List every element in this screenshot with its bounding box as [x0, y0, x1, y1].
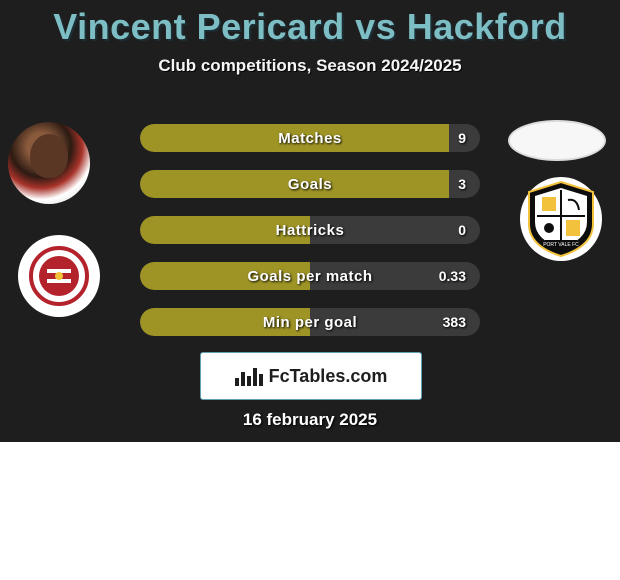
club-crest-left: [18, 235, 100, 317]
stat-bar-row: Hattricks0: [140, 216, 480, 244]
stat-bar-value: 0.33: [439, 262, 466, 290]
stat-bar-label: Hattricks: [140, 216, 480, 244]
stat-bar-value: 3: [458, 170, 466, 198]
stat-bar-row: Goals3: [140, 170, 480, 198]
swindon-crest-icon: [29, 246, 89, 306]
stat-bar-label: Matches: [140, 124, 480, 152]
stat-bar-row: Goals per match0.33: [140, 262, 480, 290]
player-photo-left: [8, 122, 90, 204]
stat-bar-value: 383: [443, 308, 466, 336]
page-title: Vincent Pericard vs Hackford: [0, 0, 620, 48]
stat-bar-row: Min per goal383: [140, 308, 480, 336]
date-line: 16 february 2025: [0, 410, 620, 430]
stat-bar-row: Matches9: [140, 124, 480, 152]
comparison-panel: Vincent Pericard vs Hackford Club compet…: [0, 0, 620, 442]
stat-bars: Matches9Goals3Hattricks0Goals per match0…: [140, 124, 480, 354]
bars-chart-icon: [235, 366, 263, 386]
port-vale-crest-icon: PORT VALE FC: [525, 180, 597, 258]
stat-bar-value: 9: [458, 124, 466, 152]
stat-bar-label: Min per goal: [140, 308, 480, 336]
svg-text:PORT VALE FC: PORT VALE FC: [543, 242, 579, 248]
page-subtitle: Club competitions, Season 2024/2025: [0, 56, 620, 76]
stat-bar-value: 0: [458, 216, 466, 244]
stat-bar-label: Goals per match: [140, 262, 480, 290]
brand-box[interactable]: FcTables.com: [200, 352, 422, 400]
brand-text: FcTables.com: [269, 366, 388, 387]
player-photo-right: [508, 120, 606, 161]
stat-bar-label: Goals: [140, 170, 480, 198]
club-crest-right: PORT VALE FC: [520, 177, 602, 261]
